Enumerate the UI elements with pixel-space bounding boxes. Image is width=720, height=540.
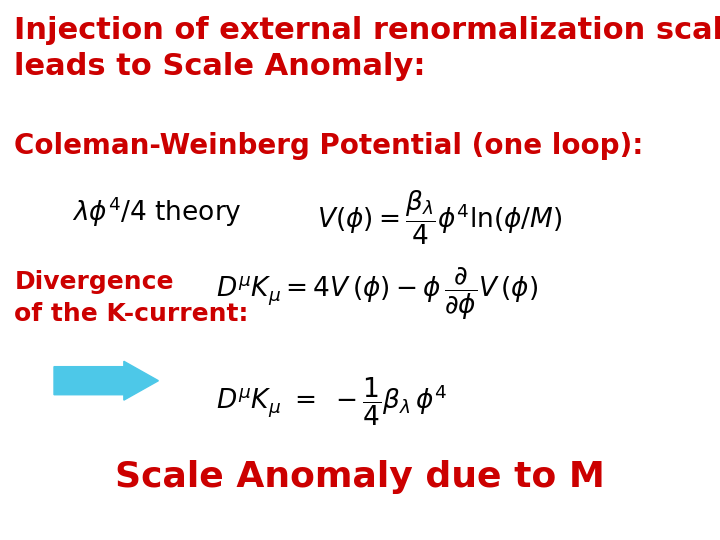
Text: Scale Anomaly due to M: Scale Anomaly due to M — [115, 460, 605, 494]
Text: $D^\mu K_\mu = 4V\,(\phi) - \phi\,\dfrac{\partial}{\partial\phi}V\,(\phi)$: $D^\mu K_\mu = 4V\,(\phi) - \phi\,\dfrac… — [216, 266, 539, 322]
Text: $D^\mu K_\mu \ = \ -\dfrac{1}{4}\beta_\lambda\,\phi^4$: $D^\mu K_\mu \ = \ -\dfrac{1}{4}\beta_\l… — [216, 375, 447, 428]
Text: Divergence
of the K-current:: Divergence of the K-current: — [14, 270, 249, 326]
Text: Coleman-Weinberg Potential (one loop):: Coleman-Weinberg Potential (one loop): — [14, 132, 644, 160]
FancyArrow shape — [54, 361, 158, 400]
Text: $V(\phi) = \dfrac{\beta_\lambda}{4}\phi^4\ln(\phi/M)$: $V(\phi) = \dfrac{\beta_\lambda}{4}\phi^… — [317, 189, 562, 247]
Text: $\lambda\phi^4/4$ theory: $\lambda\phi^4/4$ theory — [72, 194, 242, 229]
Text: Injection of external renormalization scale
leads to Scale Anomaly:: Injection of external renormalization sc… — [14, 16, 720, 81]
